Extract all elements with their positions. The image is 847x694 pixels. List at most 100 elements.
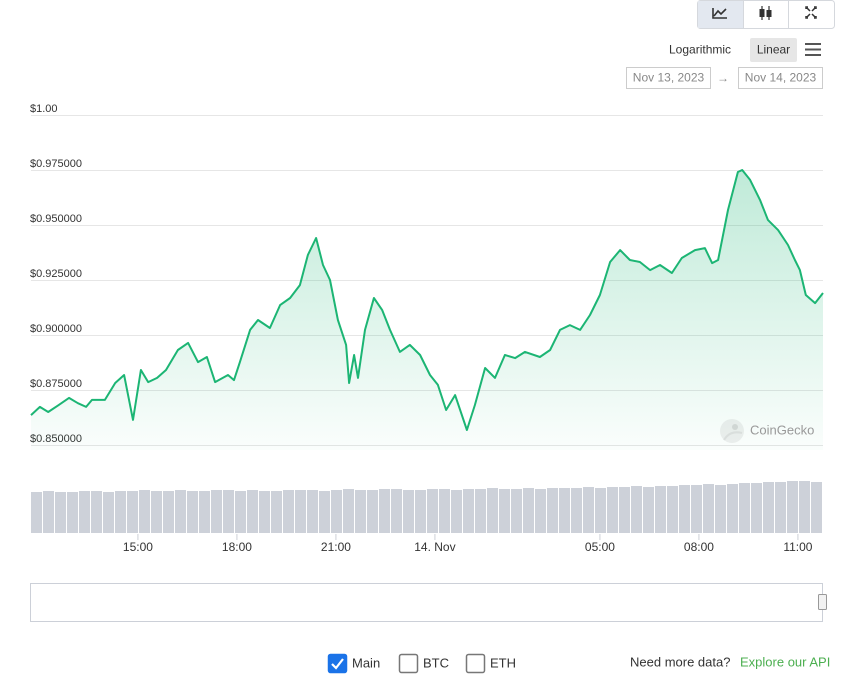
volume-bar <box>679 485 690 533</box>
volume-bar <box>739 483 750 533</box>
volume-bar <box>643 487 654 533</box>
y-tick-label: $0.875000 <box>30 378 82 390</box>
volume-bar <box>43 491 54 533</box>
candle-icon <box>766 10 772 17</box>
date-from-input[interactable] <box>626 67 711 89</box>
volume-bar <box>139 490 150 533</box>
y-tick-label: $0.950000 <box>30 213 82 225</box>
log-scale-button[interactable]: Logarithmic <box>669 43 731 57</box>
volume-bar <box>67 492 78 533</box>
volume-bar <box>211 490 222 533</box>
volume-bar <box>787 481 798 533</box>
legend: Main BTC ETH <box>327 653 516 674</box>
fullscreen-icon <box>805 6 817 19</box>
volume-bar <box>319 491 330 533</box>
volume-bar <box>559 488 570 533</box>
y-tick-label: $0.975000 <box>30 158 82 170</box>
checkbox-label: Main <box>352 655 380 670</box>
x-tick-label: 14. Nov <box>414 540 455 554</box>
checkbox-label: BTC <box>423 655 449 670</box>
volume-bar <box>535 489 546 533</box>
volume-bar <box>751 483 762 533</box>
checkbox[interactable] <box>465 653 486 674</box>
volume-bar <box>55 492 66 533</box>
volume-bar <box>331 490 342 533</box>
date-arrow: → <box>717 71 729 85</box>
date-to: Nov 14, 2023 <box>745 71 817 85</box>
volume-bar <box>199 491 210 533</box>
x-tick-label: 08:00 <box>684 540 714 554</box>
volume-bar <box>775 482 786 533</box>
volume-bar <box>451 490 462 533</box>
volume-bar <box>223 490 234 533</box>
y-tick-label: $1.00 <box>30 103 58 115</box>
footer-link[interactable]: Explore our API <box>740 654 830 669</box>
volume-bar <box>103 492 114 533</box>
footer-prompt: Need more data? <box>630 654 730 669</box>
volume-bar <box>691 485 702 533</box>
volume-bar <box>355 490 366 533</box>
volume-bar <box>607 487 618 533</box>
volume-bar <box>571 488 582 533</box>
date-from: Nov 13, 2023 <box>633 71 705 85</box>
volume-bar <box>79 491 90 533</box>
volume-bar <box>595 488 606 533</box>
volume-bar <box>463 489 474 533</box>
linear-button-bg <box>750 38 797 62</box>
volume-bar <box>115 491 126 533</box>
volume-bar <box>295 490 306 533</box>
navigator-handle[interactable] <box>818 594 827 610</box>
linear-scale-button[interactable]: Linear <box>757 43 790 57</box>
volume-bar <box>91 491 102 533</box>
volume-bar <box>391 489 402 533</box>
volume-bar <box>523 488 534 533</box>
volume-bar <box>247 490 258 533</box>
y-tick-label: $0.900000 <box>30 323 82 335</box>
watermark: CoinGecko <box>750 422 814 437</box>
volume-bar <box>619 487 630 533</box>
volume-bar <box>259 491 270 533</box>
volume-bar <box>151 491 162 533</box>
volume-bar <box>127 491 138 533</box>
checkbox[interactable] <box>398 653 419 674</box>
date-to-input[interactable] <box>738 67 823 89</box>
x-tick-label: 05:00 <box>585 540 615 554</box>
volume-bar <box>175 490 186 533</box>
volume-bar <box>631 486 642 533</box>
chart-type-buttons <box>697 0 835 29</box>
volume-bar <box>667 486 678 533</box>
volume-bar <box>703 484 714 533</box>
volume-bar <box>511 489 522 533</box>
menu-icon[interactable] <box>805 43 821 56</box>
volume-bar <box>487 488 498 533</box>
checkbox[interactable] <box>327 653 348 674</box>
price-line <box>30 169 824 431</box>
volume-bar <box>715 485 726 533</box>
volume-bar <box>415 490 426 533</box>
volume-bar <box>283 490 294 533</box>
price-area <box>31 170 823 450</box>
volume-bar <box>307 490 318 533</box>
x-tick-label: 21:00 <box>321 540 351 554</box>
x-tick-label: 15:00 <box>123 540 153 554</box>
volume-bar <box>271 491 282 533</box>
volume-bar <box>763 482 774 533</box>
volume-bar <box>163 491 174 533</box>
candle-icon <box>759 9 765 17</box>
volume-bar <box>235 491 246 533</box>
line-icon <box>712 8 727 19</box>
x-tick-label: 18:00 <box>222 540 252 554</box>
navigator-frame[interactable] <box>30 583 823 622</box>
checkbox-label: ETH <box>490 655 516 670</box>
candle-chart-button[interactable] <box>744 1 788 28</box>
y-tick-label: $0.925000 <box>30 268 82 280</box>
volume-bar <box>379 489 390 533</box>
volume-bar <box>727 484 738 533</box>
volume-bar <box>655 486 666 533</box>
volume-bar <box>31 492 42 533</box>
volume-bar <box>475 489 486 533</box>
volume-bar <box>499 489 510 533</box>
volume-bar <box>403 490 414 533</box>
volume-bar <box>547 488 558 533</box>
